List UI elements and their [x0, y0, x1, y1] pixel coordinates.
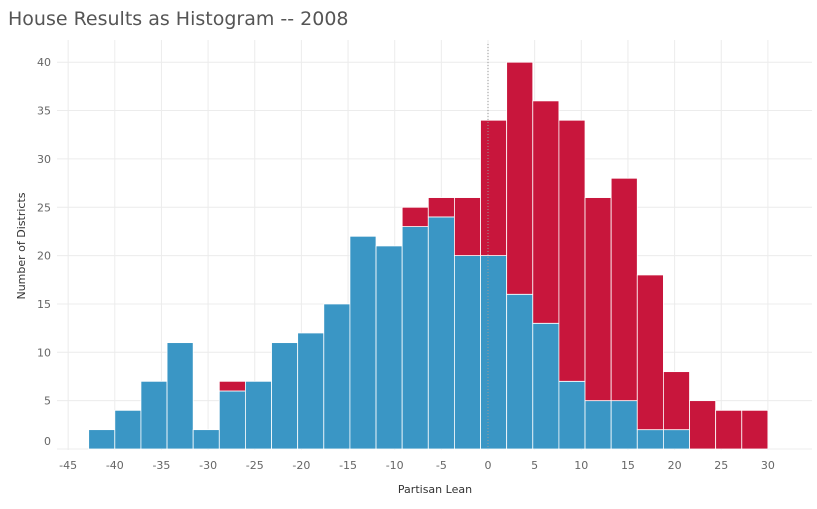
bar-blue: [610, 400, 638, 450]
x-tick-label: -10: [386, 459, 404, 472]
bar-red: [401, 206, 429, 227]
x-tick-label: -40: [106, 459, 124, 472]
y-axis-label: Number of Districts: [15, 192, 28, 299]
bar-blue: [88, 429, 116, 450]
bar-red: [454, 197, 481, 257]
bar-blue: [297, 332, 325, 450]
x-tick-label: 20: [668, 459, 682, 472]
bar-blue: [506, 293, 534, 450]
bar-red: [741, 409, 769, 450]
bar-blue: [218, 390, 246, 450]
bar-blue: [271, 342, 299, 450]
x-tick-label: -25: [246, 459, 264, 472]
bar-blue: [401, 226, 429, 450]
bar-red: [532, 100, 560, 324]
bar-red: [715, 409, 743, 450]
bar-red: [663, 371, 690, 431]
bar-red: [689, 400, 717, 450]
y-tick-label: 20: [37, 250, 51, 263]
bars-layer: [88, 61, 769, 450]
bar-red: [506, 61, 534, 295]
bar-red: [480, 119, 508, 257]
bar-red: [636, 274, 664, 431]
bar-blue: [427, 216, 455, 450]
bar-red: [427, 197, 455, 218]
bar-blue: [245, 380, 272, 450]
bar-blue: [192, 429, 220, 450]
x-tick-label: -30: [199, 459, 217, 472]
bar-blue: [140, 380, 168, 450]
bar-blue: [532, 322, 560, 450]
bar-red: [218, 380, 246, 392]
x-tick-label: -45: [59, 459, 77, 472]
y-tick-label: 10: [37, 346, 51, 359]
tick-labels: 0 5 10 15 20 25 30 35 40 -45 -40 -35 -30 -25 -20 -15 -10…: [37, 56, 775, 472]
y-tick-label: 30: [37, 153, 51, 166]
y-tick-label: 5: [44, 395, 51, 408]
y-tick-label: 25: [37, 201, 51, 214]
bar-blue: [663, 429, 690, 450]
bar-blue: [480, 255, 508, 450]
bar-blue: [114, 409, 142, 450]
bar-blue: [375, 245, 403, 450]
y-tick-label: 0: [44, 435, 51, 448]
bar-red: [610, 177, 638, 402]
bar-blue: [636, 429, 664, 450]
bar-red: [584, 197, 612, 402]
bar-blue: [323, 303, 351, 450]
x-tick-label: 25: [714, 459, 728, 472]
x-tick-label: 10: [574, 459, 588, 472]
x-tick-label: 30: [761, 459, 775, 472]
x-tick-label: -20: [292, 459, 310, 472]
x-axis-label: Partisan Lean: [398, 483, 472, 496]
y-tick-label: 15: [37, 298, 51, 311]
bar-blue: [558, 380, 586, 450]
chart-title: House Results as Histogram -- 2008: [8, 8, 349, 30]
x-tick-label: 5: [531, 459, 538, 472]
bar-blue: [166, 342, 194, 450]
x-tick-label: -15: [339, 459, 357, 472]
x-tick-label: -5: [436, 459, 447, 472]
bar-blue: [454, 255, 481, 450]
y-tick-label: 40: [37, 56, 51, 69]
bar-red: [558, 119, 586, 382]
bar-blue: [349, 235, 377, 450]
y-tick-label: 35: [37, 105, 51, 118]
x-tick-label: 0: [485, 459, 492, 472]
bar-blue: [584, 400, 612, 450]
x-tick-label: -35: [152, 459, 170, 472]
x-tick-label: 15: [621, 459, 635, 472]
